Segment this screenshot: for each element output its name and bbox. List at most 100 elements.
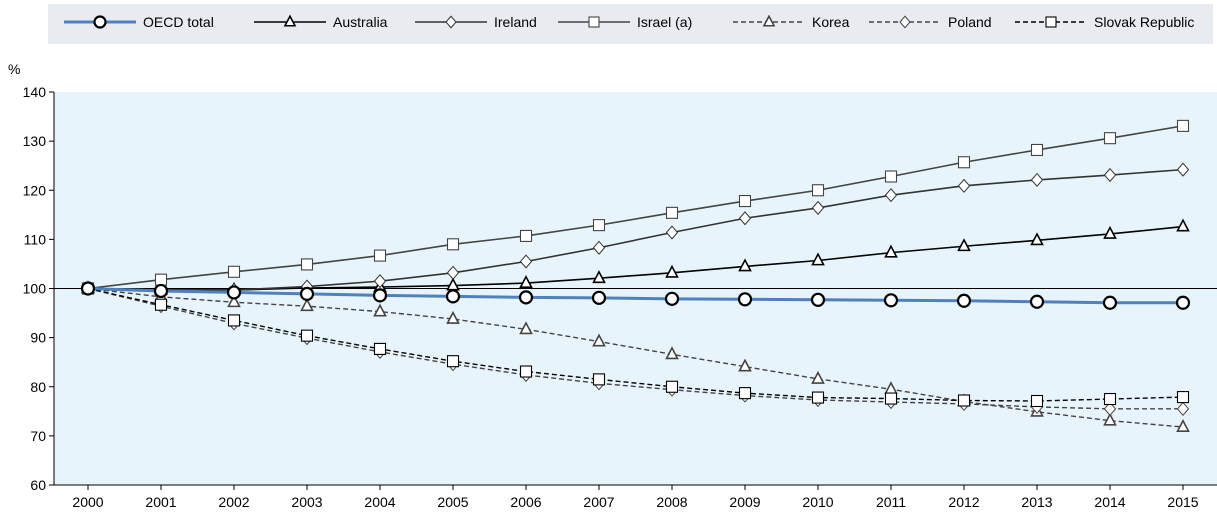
data-point — [665, 380, 679, 393]
legend-label: Korea — [812, 14, 850, 30]
data-point — [1176, 391, 1190, 404]
data-point — [664, 291, 680, 306]
legend-marker — [283, 14, 297, 27]
x-tick-label: 2004 — [364, 494, 395, 510]
data-point — [1103, 132, 1117, 145]
y-tick-label: 120 — [23, 182, 47, 198]
x-tick-label: 2013 — [1021, 494, 1052, 510]
data-point — [1030, 394, 1044, 408]
x-tick-label: 2007 — [583, 494, 614, 510]
data-point — [373, 249, 387, 262]
series-line — [87, 287, 1184, 402]
x-tick-label: 2011 — [876, 494, 906, 510]
data-point — [153, 283, 169, 299]
data-point — [1030, 172, 1044, 188]
x-tick-label: 2003 — [291, 494, 322, 510]
data-point — [1029, 294, 1045, 309]
data-point — [592, 219, 606, 232]
x-tick-label: 2006 — [510, 494, 541, 510]
y-tick-label: 70 — [30, 428, 46, 444]
data-point — [957, 238, 971, 252]
x-tick-label: 2008 — [656, 494, 687, 510]
series-line — [87, 287, 1184, 428]
legend-label: Ireland — [494, 14, 537, 30]
legend-item: Poland — [869, 14, 992, 30]
data-point — [811, 184, 825, 197]
series-markers — [80, 119, 1191, 432]
data-point — [1103, 167, 1117, 183]
data-point — [1103, 225, 1117, 239]
y-tick-label: 100 — [23, 281, 47, 297]
data-point — [591, 290, 607, 305]
legend-item: Australia — [254, 14, 388, 30]
data-point — [811, 391, 825, 404]
data-point — [1030, 143, 1044, 157]
data-point — [80, 281, 96, 296]
data-point — [1176, 218, 1190, 232]
x-tick-label: 2010 — [802, 494, 833, 510]
data-point — [811, 370, 825, 384]
data-point — [519, 229, 533, 242]
x-tick-label: 2012 — [948, 494, 979, 510]
data-point — [665, 225, 679, 240]
data-point — [1030, 232, 1044, 246]
data-point — [738, 195, 752, 208]
legend-item: Ireland — [415, 14, 537, 30]
data-point — [300, 329, 314, 342]
legend-background — [48, 4, 1213, 44]
data-point — [446, 310, 460, 324]
data-point — [1176, 119, 1190, 132]
data-point — [738, 387, 752, 400]
data-point — [665, 346, 679, 360]
data-point — [957, 178, 971, 193]
data-point — [884, 188, 898, 203]
legend-label: Israel (a) — [637, 14, 692, 30]
x-tick-label: 2014 — [1094, 494, 1125, 510]
data-point — [227, 294, 241, 308]
legend-item: Israel (a) — [558, 14, 692, 30]
data-point — [1175, 295, 1191, 310]
data-point — [226, 285, 242, 300]
data-point — [957, 394, 971, 407]
data-point — [1103, 401, 1117, 416]
data-point — [300, 298, 314, 312]
data-point — [1103, 412, 1117, 426]
data-point — [737, 292, 753, 307]
series-line — [87, 168, 1184, 291]
y-axis-label: % — [8, 61, 20, 77]
data-point — [373, 303, 387, 317]
data-point — [1103, 392, 1117, 406]
data-point — [811, 200, 825, 216]
data-point — [519, 275, 533, 289]
y-tick-label: 80 — [30, 379, 46, 395]
legend-marker — [762, 14, 776, 27]
series-line — [87, 287, 1183, 305]
data-point — [227, 314, 241, 327]
data-point — [665, 206, 679, 219]
series-lines — [87, 125, 1184, 428]
data-point — [592, 240, 606, 255]
legend-label: Australia — [333, 14, 388, 30]
x-tick-label: 2000 — [72, 494, 103, 510]
y-axis: 60 70 80 90 100 110 120 130 140 — [23, 84, 55, 493]
data-point — [300, 258, 314, 271]
data-point — [519, 321, 533, 335]
data-point — [1176, 162, 1190, 177]
data-point — [519, 365, 533, 378]
legend-marker — [445, 15, 457, 29]
data-point — [154, 273, 168, 286]
x-tick-label: 2002 — [218, 494, 249, 510]
y-tick-label: 110 — [24, 231, 47, 247]
data-point — [227, 265, 241, 278]
legend-marker — [1045, 16, 1057, 28]
legend-item: Korea — [733, 14, 850, 30]
x-tick-label: 2005 — [437, 494, 468, 510]
legend-label: Slovak Republic — [1094, 14, 1194, 30]
data-point — [956, 293, 972, 308]
data-point — [592, 373, 606, 386]
series-line — [87, 125, 1184, 290]
data-point — [884, 170, 898, 183]
data-point — [154, 298, 168, 311]
y-tick-label: 130 — [23, 133, 47, 149]
data-point — [445, 289, 461, 304]
